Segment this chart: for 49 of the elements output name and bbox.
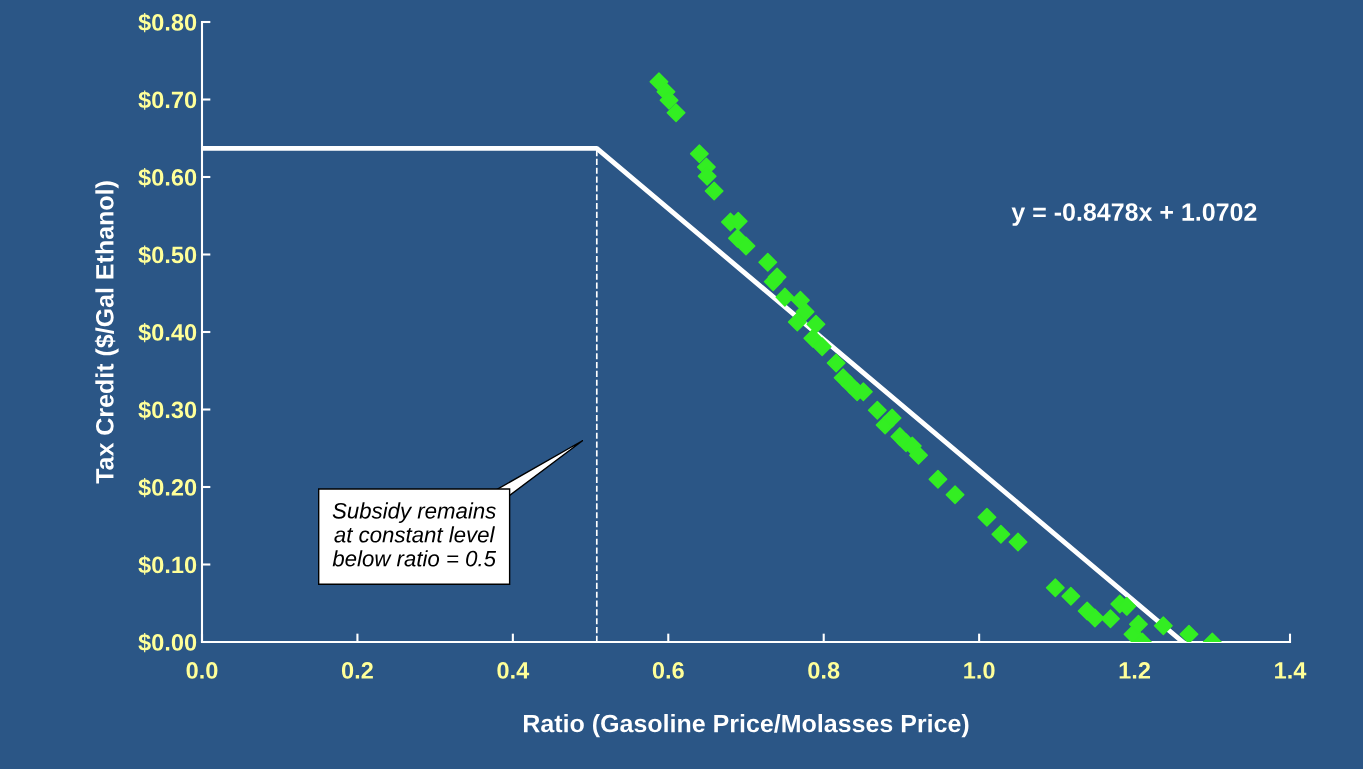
x-tick-label: 0.2 — [341, 662, 373, 679]
annotation: Subsidy remains at constant level below ratio = 0.5 — [332, 502, 497, 567]
point — [826, 353, 846, 373]
point — [1153, 616, 1173, 636]
point — [795, 302, 815, 322]
point — [1085, 608, 1105, 628]
point — [1045, 578, 1065, 598]
y-tick-label: $0.50 — [138, 245, 197, 265]
x-tick-label: 0.6 — [652, 662, 684, 679]
point — [727, 228, 747, 248]
x-tick-label: 0.0 — [186, 662, 218, 679]
y-tick-label: $0.20 — [138, 478, 197, 498]
point — [689, 144, 709, 164]
point — [806, 314, 826, 334]
annotation: y = -0.8478x + 1.0702 — [1011, 203, 1257, 226]
point — [1128, 614, 1148, 634]
y-axis-title: Tax Credit ($/Gal Ethanol) — [94, 181, 119, 484]
point — [666, 103, 686, 123]
point — [867, 400, 887, 420]
x-tick-label: 0.8 — [808, 662, 840, 679]
x-tick-label: 1.4 — [1275, 662, 1307, 679]
point — [1179, 624, 1199, 642]
point — [928, 469, 948, 489]
point — [1008, 532, 1028, 552]
point — [812, 337, 832, 357]
x-axis-title: Ratio (Gasoline Price/Molasses Price) — [523, 714, 969, 738]
point — [758, 252, 778, 272]
y-tick-label: $0.40 — [138, 323, 197, 343]
y-tick-label: $0.10 — [138, 555, 197, 575]
point — [977, 507, 997, 527]
point — [775, 287, 795, 307]
point — [1101, 609, 1120, 629]
point — [991, 524, 1011, 544]
point — [909, 445, 929, 465]
point — [882, 408, 902, 428]
point — [787, 312, 807, 332]
point — [1061, 586, 1081, 606]
y-tick-label: $0.00 — [138, 633, 197, 653]
point — [790, 290, 810, 310]
x-tick-label: 0.4 — [497, 662, 530, 679]
y-tick-label: $0.30 — [138, 400, 197, 420]
point — [736, 236, 756, 256]
y-tick-label: $0.80 — [138, 13, 197, 33]
x-tick-label: 1.2 — [1119, 662, 1151, 679]
y-tick-label: $0.70 — [138, 90, 197, 110]
point — [704, 181, 724, 201]
x-tick-label: 1.0 — [964, 662, 995, 679]
point — [945, 485, 965, 505]
y-tick-label: $0.60 — [138, 168, 197, 188]
